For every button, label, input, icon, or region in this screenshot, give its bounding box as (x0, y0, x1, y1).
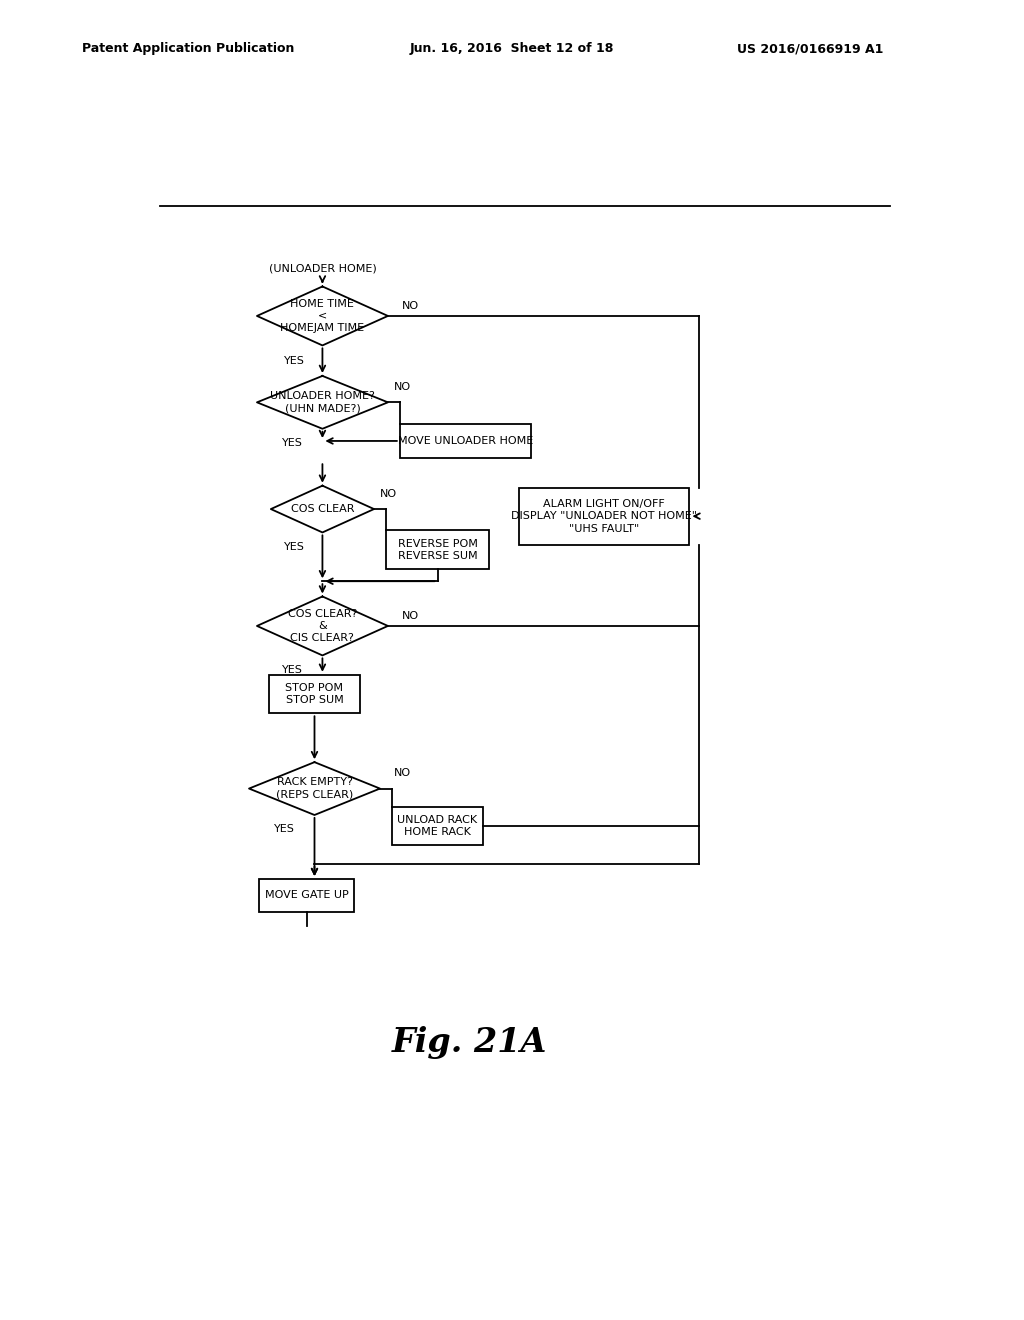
Text: Jun. 16, 2016  Sheet 12 of 18: Jun. 16, 2016 Sheet 12 of 18 (410, 42, 614, 55)
Text: US 2016/0166919 A1: US 2016/0166919 A1 (737, 42, 884, 55)
Text: MOVE GATE UP: MOVE GATE UP (264, 890, 348, 900)
Text: COS CLEAR: COS CLEAR (291, 504, 354, 513)
Bar (519, 487, 689, 545)
Text: (UNLOADER HOME): (UNLOADER HOME) (268, 263, 376, 273)
Text: RACK EMPTY?
(REPS CLEAR): RACK EMPTY? (REPS CLEAR) (275, 777, 353, 800)
Text: YES: YES (282, 438, 303, 447)
Bar (392, 807, 483, 846)
Text: STOP POM
STOP SUM: STOP POM STOP SUM (286, 682, 343, 705)
Text: NO: NO (402, 611, 419, 620)
Text: YES: YES (273, 824, 295, 834)
Text: NO: NO (402, 301, 419, 310)
Bar (399, 424, 530, 458)
Text: YES: YES (285, 541, 305, 552)
Text: NO: NO (380, 488, 397, 499)
Text: MOVE UNLOADER HOME: MOVE UNLOADER HOME (397, 436, 532, 446)
Text: Fig. 21A: Fig. 21A (391, 1026, 547, 1059)
Text: NO: NO (394, 383, 412, 392)
Text: UNLOAD RACK
HOME RACK: UNLOAD RACK HOME RACK (397, 814, 477, 837)
Text: UNLOADER HOME?
(UHN MADE?): UNLOADER HOME? (UHN MADE?) (270, 391, 375, 413)
Text: REVERSE POM
REVERSE SUM: REVERSE POM REVERSE SUM (397, 539, 477, 561)
Text: HOME TIME
<
HOMEJAM TIME: HOME TIME < HOMEJAM TIME (281, 298, 365, 334)
Bar (259, 879, 354, 912)
Bar (386, 531, 489, 569)
Text: Patent Application Publication: Patent Application Publication (82, 42, 294, 55)
Text: NO: NO (394, 768, 412, 779)
Text: COS CLEAR?
&
CIS CLEAR?: COS CLEAR? & CIS CLEAR? (288, 609, 357, 643)
Text: YES: YES (282, 665, 303, 675)
Text: ALARM LIGHT ON/OFF
DISPLAY "UNLOADER NOT HOME"
"UHS FAULT": ALARM LIGHT ON/OFF DISPLAY "UNLOADER NOT… (511, 499, 697, 533)
Bar (269, 675, 360, 713)
Text: YES: YES (285, 355, 305, 366)
